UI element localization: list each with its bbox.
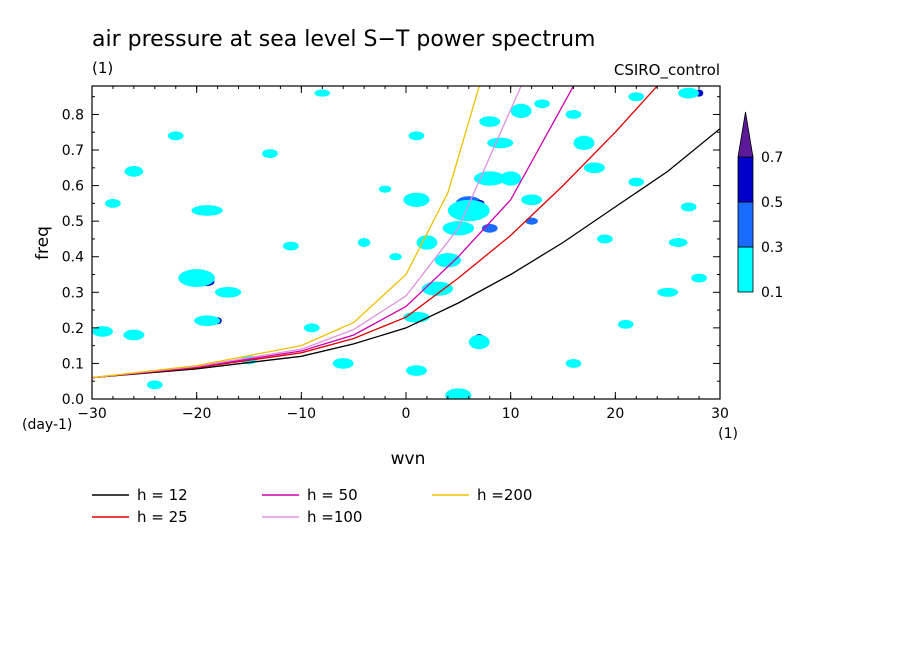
contour-patch <box>534 99 550 109</box>
contour-patch <box>565 358 582 368</box>
contour-patch <box>357 238 371 247</box>
contour-patch <box>521 194 543 206</box>
contour-patch <box>573 135 595 151</box>
contour-patch <box>332 358 354 369</box>
contour-patch <box>447 199 490 222</box>
contour-patch <box>123 329 145 341</box>
contour-patch <box>406 365 427 376</box>
y-tick-label: 0.6 <box>62 179 84 195</box>
model-name: CSIRO_control <box>614 61 720 80</box>
contour-patch <box>214 286 242 298</box>
legend-label: h = 25 <box>137 508 188 526</box>
colorbar-label: 0.5 <box>761 195 783 211</box>
x-axis-units: (1) <box>718 426 738 442</box>
y-tick-label: 0.0 <box>62 392 84 408</box>
x-axis-label: wvn <box>391 449 426 469</box>
y-tick-label: 0.4 <box>62 250 84 266</box>
curve-h100 <box>92 86 522 379</box>
contour-patch <box>678 87 700 99</box>
contour-patch <box>389 253 402 261</box>
y-tick-label: 0.7 <box>62 143 84 159</box>
x-tick-label: −10 <box>287 406 317 422</box>
y-tick-label: 0.8 <box>62 107 84 123</box>
colorbar-extension <box>737 111 754 158</box>
y-axis-units: (day-1) <box>22 417 72 433</box>
contour-patch <box>314 89 331 97</box>
contour-patch <box>403 311 430 323</box>
contour-patch <box>178 269 215 287</box>
colorbar-label: 0.7 <box>761 150 783 166</box>
x-tick-label: −30 <box>77 406 107 422</box>
x-tick-label: 0 <box>402 406 411 422</box>
colorbar-segment <box>737 156 754 203</box>
contour-patch <box>194 315 221 327</box>
legend-label: h = 50 <box>307 486 358 504</box>
colorbar-label: 0.1 <box>761 285 783 301</box>
chart-units: (1) <box>92 59 113 77</box>
contour-patch <box>124 166 144 177</box>
legend-label: h =100 <box>307 508 362 526</box>
contour-patch <box>510 103 532 119</box>
legend-label: h =200 <box>477 486 532 504</box>
x-tick-label: −20 <box>182 406 212 422</box>
contour-patch <box>416 235 438 250</box>
legend: h = 12 h = 25 h = 50 h =100 h =200 <box>92 486 532 526</box>
chart-title: air pressure at sea level S−T power spec… <box>92 27 595 52</box>
legend-label: h = 12 <box>137 486 188 504</box>
curve-h25 <box>92 86 658 379</box>
axis-ticks: −30 −20 −10 0 10 20 30 0.0 0.1 0.2 0.3 0.4 0.5 0.6 0.7… <box>62 86 729 422</box>
contour-patch <box>92 326 113 337</box>
colorbar-segment <box>737 201 754 248</box>
contour-patch <box>657 287 679 297</box>
curve-h200 <box>92 86 480 379</box>
contour-patch <box>262 149 278 159</box>
contour-patch <box>303 323 320 333</box>
contour-patch <box>283 241 299 251</box>
contour-patch <box>565 110 582 119</box>
colorbar-label: 0.3 <box>761 240 783 256</box>
y-tick-label: 0.2 <box>62 321 84 337</box>
contour-patch <box>468 334 490 350</box>
contour-patch <box>403 192 430 207</box>
x-tick-label: 20 <box>606 406 624 422</box>
contour-patch <box>146 380 163 390</box>
contour-patch <box>500 171 522 186</box>
contour-fills <box>92 87 707 399</box>
y-tick-label: 0.5 <box>62 214 84 230</box>
contour-patch <box>487 137 514 149</box>
x-tick-label: 10 <box>502 406 520 422</box>
y-tick-label: 0.1 <box>62 356 84 372</box>
contour-patch <box>583 162 605 174</box>
colorbar-segment <box>737 246 754 293</box>
curve-h50 <box>92 86 575 379</box>
y-axis-label: freq <box>33 226 53 260</box>
plot-area <box>92 86 720 399</box>
contour-patch <box>597 234 613 244</box>
x-tick-label: 30 <box>711 406 729 422</box>
contour-patch <box>668 238 688 247</box>
y-tick-label: 0.3 <box>62 285 84 301</box>
contour-patch <box>434 253 461 268</box>
contour-patch <box>408 131 425 141</box>
contour-patch <box>378 185 392 193</box>
contour-patch <box>479 116 501 127</box>
contour-patch <box>691 273 707 283</box>
curve-h12 <box>92 128 720 379</box>
colorbar: 0.1 0.3 0.5 0.7 <box>737 111 783 301</box>
contour-patch <box>628 92 645 102</box>
contour-patch <box>191 205 223 216</box>
contour-patch <box>680 202 697 212</box>
contour-patch <box>628 177 645 187</box>
contour-patch <box>525 217 538 225</box>
dispersion-curves <box>92 86 720 379</box>
contour-patch <box>105 198 121 208</box>
plot-frame <box>91 85 721 400</box>
contour-patch <box>617 319 634 329</box>
contour-patch <box>421 281 454 296</box>
contour-patch <box>167 131 184 141</box>
contour-patch <box>445 388 472 399</box>
